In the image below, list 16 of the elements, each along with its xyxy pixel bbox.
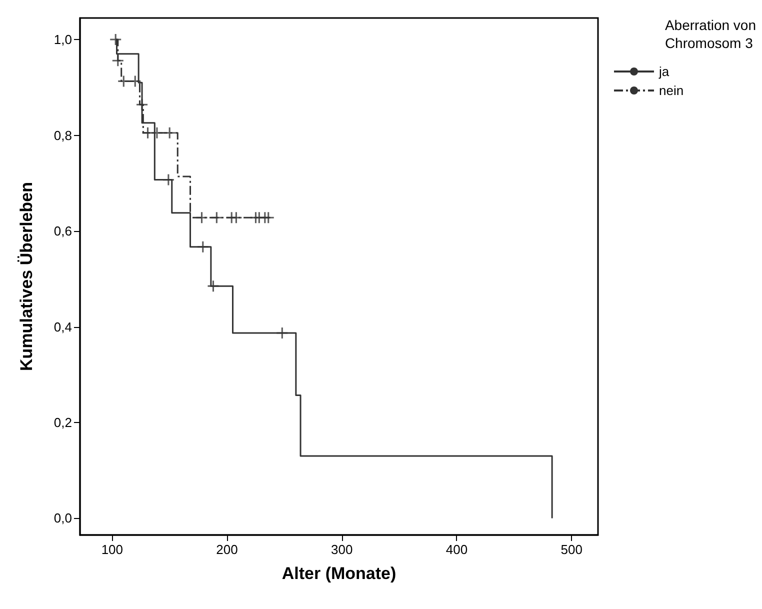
- x-tick-label: 100: [101, 542, 124, 557]
- legend-label: ja: [658, 64, 670, 79]
- x-tick-label: 400: [446, 542, 468, 557]
- x-tick-label: 200: [216, 542, 238, 557]
- y-tick-label: 0,0: [54, 510, 72, 526]
- y-tick-label: 0,8: [54, 128, 72, 143]
- x-tick-label: 300: [331, 542, 353, 557]
- y-tick-label: 0,4: [54, 319, 72, 334]
- legend-label: nein: [659, 83, 684, 98]
- y-tick-label: 0,6: [54, 224, 72, 239]
- x-axis-title: Alter (Monate): [282, 564, 396, 583]
- y-tick-label: 0,2: [54, 415, 72, 430]
- y-tick-label: 1,0: [54, 32, 72, 48]
- x-tick-label: 500: [560, 542, 582, 557]
- legend-title: Aberration von Chromosom 3: [664, 17, 756, 51]
- y-axis-title: Kumulatives Überleben: [17, 182, 36, 371]
